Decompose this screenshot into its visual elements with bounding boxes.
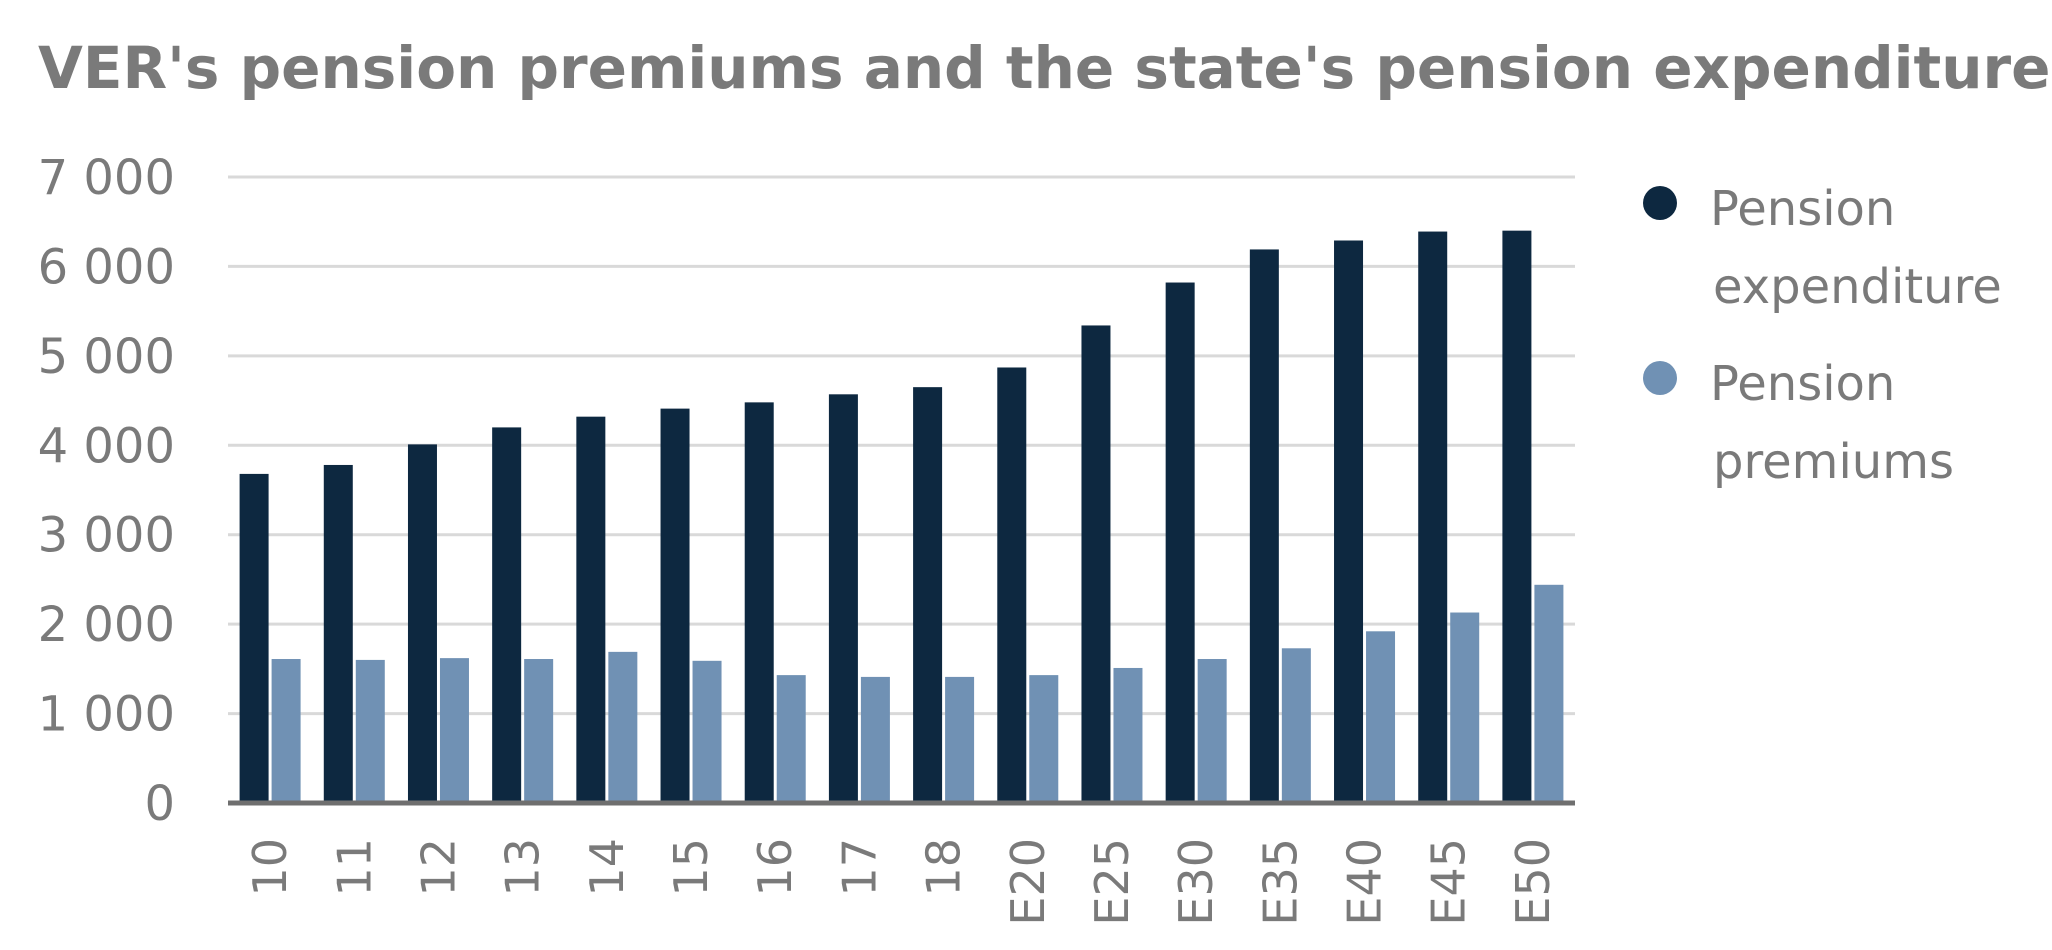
bar-pension-expenditure — [407, 444, 437, 803]
legend-label: Pension — [1710, 181, 1895, 237]
bar-pension-expenditure — [1502, 230, 1532, 803]
legend-marker — [1643, 361, 1677, 395]
legend-label: premiums — [1713, 434, 1954, 490]
bar-pension-expenditure — [744, 402, 774, 803]
x-tick-label: 12 — [411, 838, 465, 897]
bar-pension-premiums — [608, 651, 638, 803]
x-tick-label: E35 — [1253, 838, 1307, 926]
bar-pension-premiums — [1534, 584, 1564, 803]
x-tick-label: E40 — [1338, 838, 1392, 926]
bar-pension-expenditure — [323, 464, 353, 803]
y-tick-label: 0 — [144, 776, 175, 832]
legend-label: expenditure — [1713, 259, 2002, 315]
bar-pension-expenditure — [1418, 231, 1448, 804]
bar-pension-premiums — [355, 659, 385, 803]
legend-marker — [1643, 186, 1677, 220]
x-tick-label: E50 — [1506, 838, 1560, 926]
bar-pension-expenditure — [1334, 240, 1364, 804]
y-tick-label: 7 000 — [38, 150, 175, 206]
legend-label: Pension — [1710, 356, 1895, 412]
bar-pension-expenditure — [913, 387, 943, 803]
bar-pension-expenditure — [660, 408, 690, 803]
bar-pension-premiums — [271, 659, 301, 803]
x-tick-label: E30 — [1169, 838, 1223, 926]
x-tick-label: 18 — [917, 838, 971, 897]
legend: Pension expenditure Pension premiums — [1643, 181, 2002, 490]
bar-pension-premiums — [1281, 648, 1311, 803]
x-tick-label: 10 — [243, 838, 297, 897]
x-tick-label: 14 — [580, 838, 634, 897]
bar-pension-premiums — [860, 676, 890, 803]
y-tick-label: 6 000 — [38, 239, 175, 295]
bar-pension-premiums — [1366, 631, 1396, 803]
bar-pension-premiums — [945, 676, 975, 803]
x-tick-label: 16 — [748, 838, 802, 897]
bar-pension-premiums — [1197, 659, 1227, 803]
bar-pension-premiums — [776, 675, 806, 803]
bar-pension-premiums — [1450, 612, 1480, 803]
y-tick-label: 4 000 — [38, 418, 175, 474]
chart-title: VER's pension premiums and the state's p… — [38, 34, 2052, 102]
gridlines — [228, 175, 1575, 716]
x-tick-label: 17 — [832, 838, 886, 897]
bar-pension-premiums — [524, 659, 554, 803]
y-tick-label: 1 000 — [38, 687, 175, 743]
x-tick-label: E20 — [1001, 838, 1055, 926]
bar-pension-premiums — [1029, 675, 1059, 803]
bar-pension-expenditure — [997, 367, 1027, 803]
x-tick-label: 11 — [327, 838, 381, 897]
x-tick-label: 13 — [496, 838, 550, 897]
bar-pension-expenditure — [492, 427, 522, 803]
y-tick-label: 3 000 — [38, 508, 175, 564]
bar-pension-expenditure — [1249, 249, 1279, 804]
bar-pension-expenditure — [576, 416, 606, 803]
bar-pension-expenditure — [239, 473, 269, 803]
y-tick-label: 5 000 — [38, 329, 175, 385]
bar-pension-expenditure — [828, 394, 858, 803]
bar-pension-premiums — [1113, 667, 1143, 803]
y-tick-label: 2 000 — [38, 597, 175, 653]
x-tick-label: E25 — [1085, 838, 1139, 926]
bars — [239, 230, 1564, 804]
bar-pension-expenditure — [1081, 325, 1111, 803]
y-axis-ticks: 0 1 000 2 000 3 000 4 000 5 000 6 000 7 000 — [38, 150, 175, 832]
bar-pension-premiums — [439, 658, 469, 803]
x-axis-ticks: 10 11 12 13 14 15 16 17 18 E20 E25 E30 E35 E40 E45 E50 — [243, 838, 1560, 926]
x-tick-label: E45 — [1422, 838, 1476, 926]
x-tick-label: 15 — [664, 838, 718, 897]
bar-pension-expenditure — [1165, 282, 1195, 803]
bar-pension-premiums — [692, 660, 722, 803]
